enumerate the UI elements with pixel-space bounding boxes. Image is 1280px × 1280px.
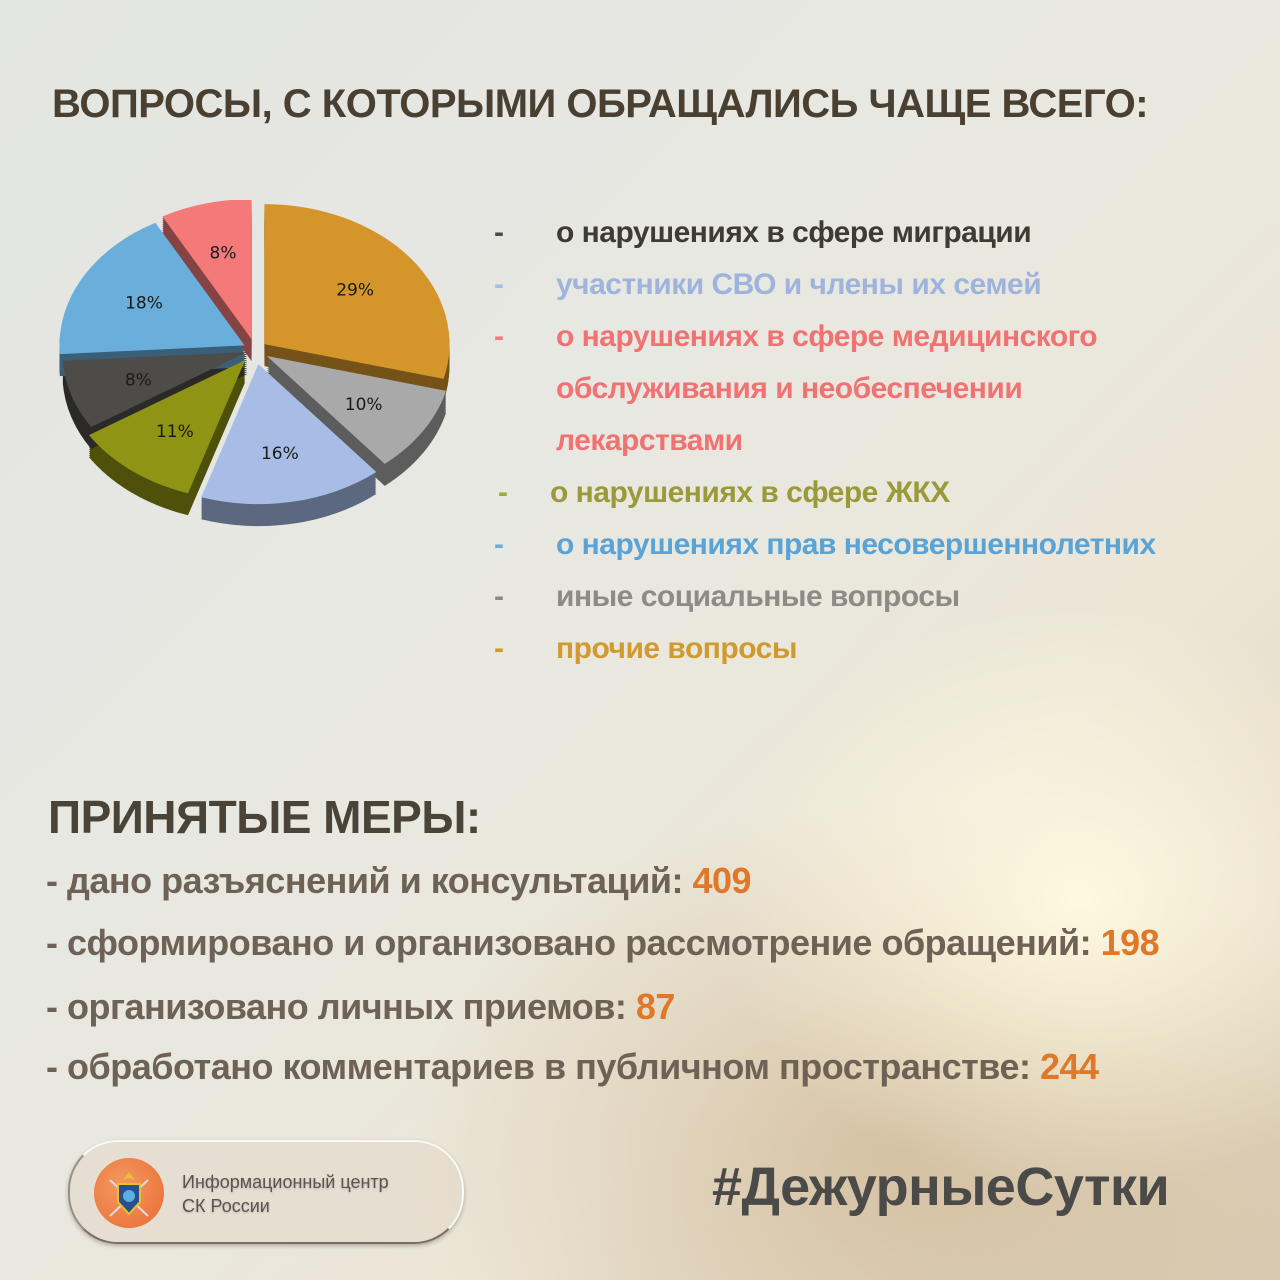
measure-text: - обработано комментариев в публичном пр… bbox=[46, 1046, 1040, 1087]
legend-item: - о нарушениях в сфере ЖКХ bbox=[494, 470, 1234, 522]
legend-dash: - bbox=[494, 216, 504, 249]
legend-dash: - bbox=[494, 632, 504, 665]
pie-slice bbox=[201, 364, 377, 505]
legend-label: обслуживания и необеспечении bbox=[556, 372, 1023, 405]
hashtag: #ДежурныеСутки bbox=[712, 1157, 1170, 1217]
legend-dash: - bbox=[494, 580, 504, 613]
measures-title: ПРИНЯТЫЕ МЕРЫ: bbox=[48, 791, 481, 843]
legend-label: о нарушениях прав несовершеннолетних bbox=[556, 528, 1156, 561]
pie-slice bbox=[264, 204, 450, 379]
legend-item: лекарствами bbox=[494, 418, 1234, 470]
pie-chart: 29% 10% 16% 11% 8% 18% 8% bbox=[59, 200, 450, 527]
legend-dash: - bbox=[498, 476, 508, 509]
legend-item: - иные социальные вопросы bbox=[494, 574, 1234, 626]
measure-text: - дано разъяснений и консультаций: bbox=[46, 860, 693, 901]
legend-label: прочие вопросы bbox=[556, 632, 797, 665]
measure-value: 244 bbox=[1039, 1046, 1099, 1087]
pie-data-label: 8% bbox=[125, 370, 152, 390]
pie-slice bbox=[59, 222, 245, 355]
measure-value: 87 bbox=[635, 986, 676, 1027]
legend-item: - прочие вопросы bbox=[494, 626, 1234, 678]
measure-text: - организовано личных приемов: bbox=[46, 986, 636, 1027]
legend: - о нарушениях в сфере миграции - участники… bbox=[494, 210, 1234, 678]
pie-slice bbox=[162, 200, 252, 340]
legend-label: участники СВО и члены их семей bbox=[556, 268, 1042, 301]
legend-item: обслуживания и необеспечении bbox=[494, 366, 1234, 418]
pie-slice bbox=[88, 360, 246, 494]
legend-item: - о нарушениях прав несовершеннолетних bbox=[494, 522, 1234, 574]
legend-label: иные социальные вопросы bbox=[556, 580, 960, 613]
emblem-icon bbox=[94, 1158, 164, 1228]
legend-item: - о нарушениях в сфере миграции bbox=[494, 210, 1234, 262]
logo-badge: Информационный центр СК России bbox=[68, 1140, 464, 1244]
pie-slice bbox=[266, 356, 447, 464]
logo-text: Информационный центр СК России bbox=[182, 1172, 389, 1216]
pie-data-label: 10% bbox=[345, 395, 383, 415]
pie-data-label: 8% bbox=[210, 243, 237, 263]
measure-text: - сформировано и организовано рассмотрен… bbox=[46, 922, 1101, 963]
legend-item: - участники СВО и члены их семей bbox=[494, 262, 1234, 314]
measure-item: - обработано комментариев в публичном пр… bbox=[46, 1046, 1256, 1088]
legend-dash: - bbox=[494, 528, 504, 561]
legend-label: о нарушениях в сфере миграции bbox=[556, 216, 1032, 249]
pie-data-label: 16% bbox=[261, 444, 299, 464]
pie-data-label: 29% bbox=[336, 280, 374, 300]
measure-item: - сформировано и организовано рассмотрен… bbox=[46, 922, 1256, 964]
measure-item: - дано разъяснений и консультаций: 409 bbox=[46, 860, 1256, 902]
legend-label: лекарствами bbox=[556, 424, 743, 457]
legend-label: о нарушениях в сфере медицинского bbox=[556, 320, 1098, 353]
legend-label: о нарушениях в сфере ЖКХ bbox=[550, 476, 950, 509]
legend-dash: - bbox=[494, 320, 504, 353]
page-title: ВОПРОСЫ, С КОТОРЫМИ ОБРАЩАЛИСЬ ЧАЩЕ ВСЕГ… bbox=[52, 82, 1149, 126]
measure-value: 409 bbox=[692, 860, 752, 901]
measure-value: 198 bbox=[1100, 922, 1160, 963]
legend-item: - о нарушениях в сфере медицинского bbox=[494, 314, 1234, 366]
pie-data-label: 18% bbox=[125, 293, 163, 313]
legend-dash: - bbox=[494, 268, 504, 301]
pie-data-label: 11% bbox=[156, 422, 194, 442]
measure-item: - организовано личных приемов: 87 bbox=[46, 986, 1256, 1028]
pie-slice bbox=[62, 351, 248, 427]
